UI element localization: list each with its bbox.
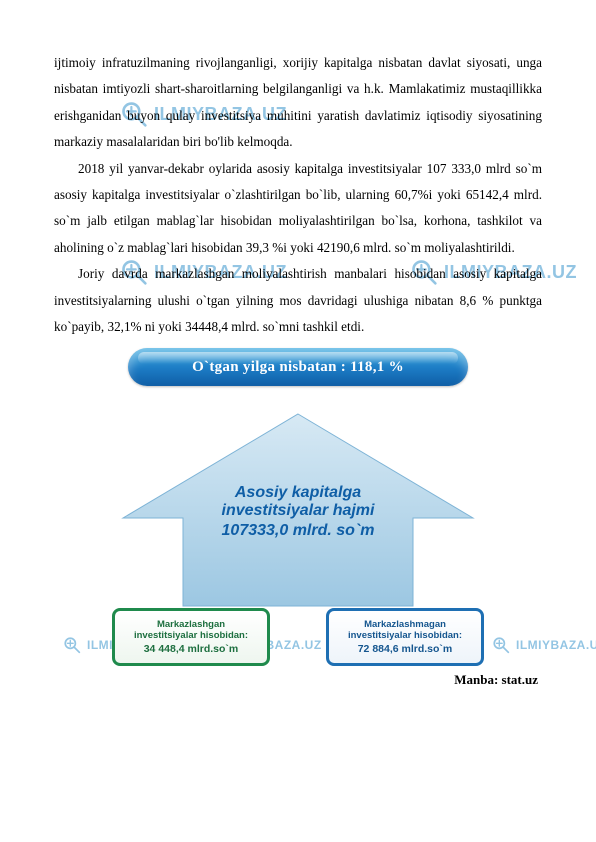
box-left-label2: investitsiyalar hisobidan: <box>134 630 248 642</box>
paragraph-2: 2018 yil yanvar-dekabr oylarida asosiy k… <box>54 156 542 262</box>
paragraph-3: Joriy davrda markazlashgan moliyalashtir… <box>54 261 542 340</box>
arrow-line1: Asosiy kapitalga <box>222 484 375 502</box>
box-left-value: 34 448,4 mlrd.so`m <box>144 643 239 656</box>
investment-infographic: O`tgan yilga nisbatan : 118,1 % Asosiy k… <box>68 348 528 668</box>
box-right-label2: investitsiyalar hisobidan: <box>348 630 462 642</box>
decentralized-box: Markazlashmagan investitsiyalar hisobida… <box>326 608 484 666</box>
centralized-box: Markazlashgan investitsiyalar hisobidan:… <box>112 608 270 666</box>
arrow-line3: 107333,0 mlrd. so`m <box>222 522 375 540</box>
arrow-line2: investitsiyalar hajmi <box>222 502 375 520</box>
comparison-pill: O`tgan yilga nisbatan : 118,1 % <box>128 348 468 386</box>
body-text: ijtimoiy infratuzilmaning rivojlanganlig… <box>54 50 542 340</box>
box-left-label1: Markazlashgan <box>157 619 225 631</box>
box-right-label1: Markazlashmagan <box>364 619 446 631</box>
arrow-container: Asosiy kapitalga investitsiyalar hajmi 1… <box>113 408 483 608</box>
pill-text: O`tgan yilga nisbatan : 118,1 % <box>192 359 404 376</box>
document-page: ijtimoiy infratuzilmaning rivojlanganlig… <box>0 0 596 728</box>
arrow-text: Asosiy kapitalga investitsiyalar hajmi 1… <box>222 484 375 540</box>
paragraph-1: ijtimoiy infratuzilmaning rivojlanganlig… <box>54 50 542 156</box>
box-right-value: 72 884,6 mlrd.so`m <box>358 643 453 656</box>
source-citation: Manba: stat.uz <box>54 672 542 688</box>
